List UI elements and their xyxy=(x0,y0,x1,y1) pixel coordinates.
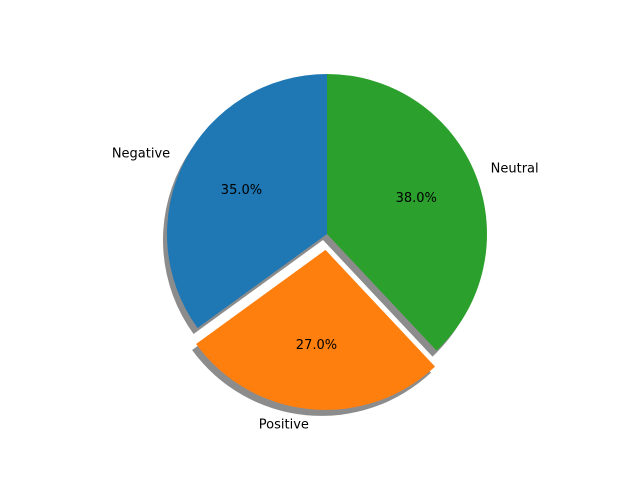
pie-slice-positive xyxy=(196,249,436,410)
pie-slices xyxy=(166,74,487,410)
pie-label-negative: Negative xyxy=(112,147,170,162)
pie-label-positive: Positive xyxy=(259,418,309,433)
pie-pct-label-negative: 35.0% xyxy=(221,183,262,198)
pie-slice-negative xyxy=(166,74,327,329)
pie-label-neutral: Neutral xyxy=(491,162,539,177)
pie-slice-neutral xyxy=(327,74,487,351)
pie-labels: Negative 35.0% Positive 27.0% Neutral 38.0% xyxy=(112,147,539,433)
pie-pct-label-neutral: 38.0% xyxy=(396,191,437,206)
pie-pct-label-positive: 27.0% xyxy=(296,338,337,353)
